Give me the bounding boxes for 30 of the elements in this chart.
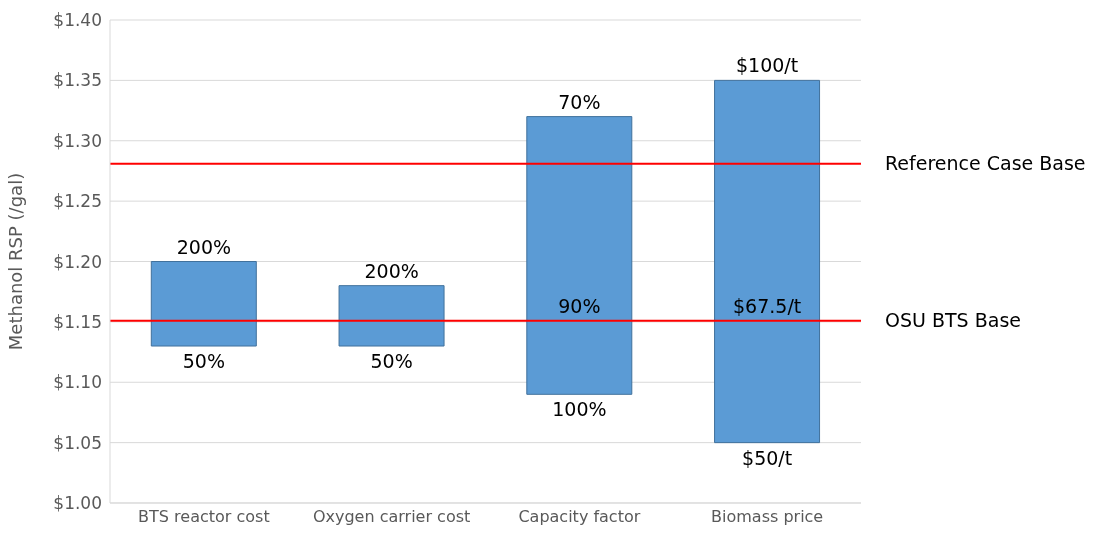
annotation: 200% xyxy=(176,235,232,258)
annotation: 70% xyxy=(558,90,601,113)
annotation: $50/t xyxy=(742,446,793,469)
bar xyxy=(526,116,633,395)
annotation: 90% xyxy=(558,294,601,317)
annotation: 50% xyxy=(182,350,225,373)
x-tick-label: Biomass price xyxy=(711,507,824,527)
y-tick-label: $1.10 xyxy=(53,372,102,393)
bar xyxy=(714,79,821,444)
y-axis-title: Methanol RSP (/gal) xyxy=(5,172,27,351)
ref-line-label: Reference Case Base xyxy=(885,151,1086,174)
x-tick-label: Oxygen carrier cost xyxy=(312,507,471,527)
annotation: 200% xyxy=(364,259,419,282)
annotation: $67.5/t xyxy=(733,294,802,317)
y-tick-label: $1.30 xyxy=(53,130,102,151)
x-tick-label: BTS reactor cost xyxy=(138,507,270,527)
annotation: 100% xyxy=(552,398,607,421)
ref-line-label: OSU BTS Base xyxy=(885,308,1021,331)
y-tick-label: $1.35 xyxy=(53,70,102,91)
y-tick-label: $1.15 xyxy=(53,311,102,332)
y-tick-label: $1.20 xyxy=(53,251,102,272)
x-tick-label: Capacity factor xyxy=(518,507,641,527)
bar xyxy=(150,261,257,347)
bar xyxy=(338,285,445,347)
y-tick-label: $1.25 xyxy=(53,191,102,212)
y-tick-label: $1.00 xyxy=(53,493,102,514)
annotation: 50% xyxy=(370,350,413,373)
annotation: $100/t xyxy=(736,54,799,77)
y-tick-label: $1.05 xyxy=(53,432,102,453)
y-tick-label: $1.40 xyxy=(53,10,102,31)
